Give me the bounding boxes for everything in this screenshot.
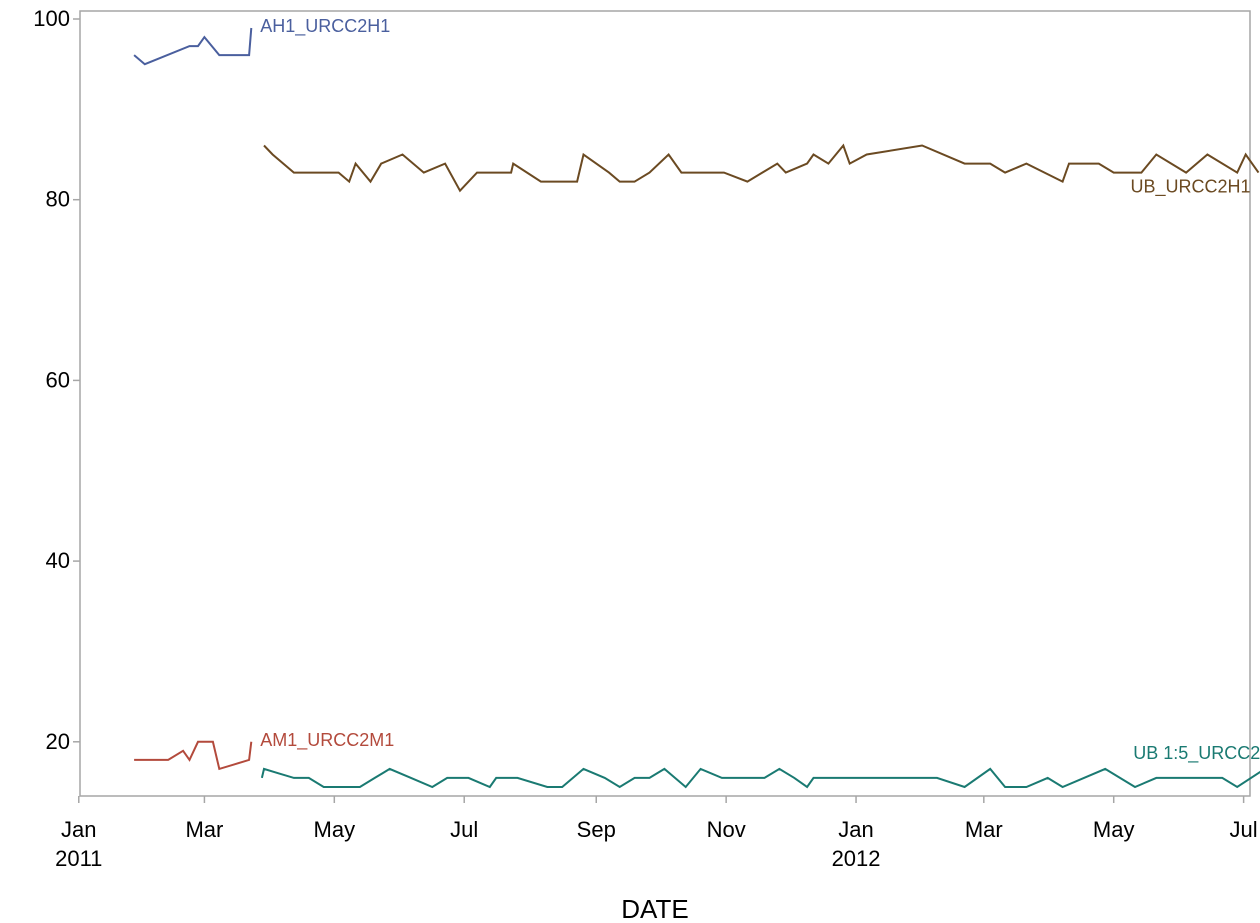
x-tick-label: Mar bbox=[185, 817, 223, 842]
y-tick-label: 20 bbox=[46, 729, 70, 754]
series-layer: AH1_URCC2H1 UB_URCC2H1 AM1_URCC2M1 UB 1:5_U… bbox=[133, 16, 1260, 789]
y-axis: 20 40 60 80 100 bbox=[33, 6, 80, 754]
series-label: UB 1:5_URCC2M1 bbox=[1133, 743, 1260, 764]
series-label: AH1_URCC2H1 bbox=[260, 16, 390, 37]
x-tick-label: May bbox=[1093, 817, 1135, 842]
series-line bbox=[260, 767, 1260, 789]
series-group: UB_URCC2H1 bbox=[263, 143, 1260, 198]
y-tick-label: 40 bbox=[46, 548, 70, 573]
x-tick-label: May bbox=[314, 817, 356, 842]
series-group: AH1_URCC2H1 bbox=[133, 16, 390, 66]
y-tick-label: 80 bbox=[46, 187, 70, 212]
x-tick-label: Jul bbox=[450, 817, 478, 842]
x-tick-label: Nov bbox=[707, 817, 746, 842]
series-line bbox=[134, 740, 253, 771]
x-tick-label: Jul bbox=[1230, 817, 1258, 842]
y-tick-label: 60 bbox=[46, 367, 70, 392]
x-tick-year-label: 2011 bbox=[55, 846, 102, 871]
series-group: UB 1:5_URCC2M1 bbox=[260, 743, 1260, 789]
series-line bbox=[133, 27, 253, 66]
x-tick-label: Jan bbox=[838, 817, 873, 842]
x-axis-title: DATE bbox=[621, 894, 688, 923]
y-tick-label: 100 bbox=[33, 6, 70, 31]
x-tick-label: Mar bbox=[965, 817, 1003, 842]
x-tick-year-label: 2012 bbox=[832, 846, 881, 871]
x-tick-label: Jan bbox=[61, 817, 96, 842]
x-axis: Jan 2011 Mar May Jul Sep Nov Jan 2012 Mar May Jul bbox=[55, 796, 1258, 871]
series-line bbox=[263, 143, 1260, 193]
series-group: AM1_URCC2M1 bbox=[134, 730, 394, 771]
series-label: UB_URCC2H1 bbox=[1130, 177, 1250, 198]
series-label: AM1_URCC2M1 bbox=[260, 730, 394, 751]
plot-frame bbox=[79, 10, 1251, 797]
x-tick-label: Sep bbox=[577, 817, 616, 842]
